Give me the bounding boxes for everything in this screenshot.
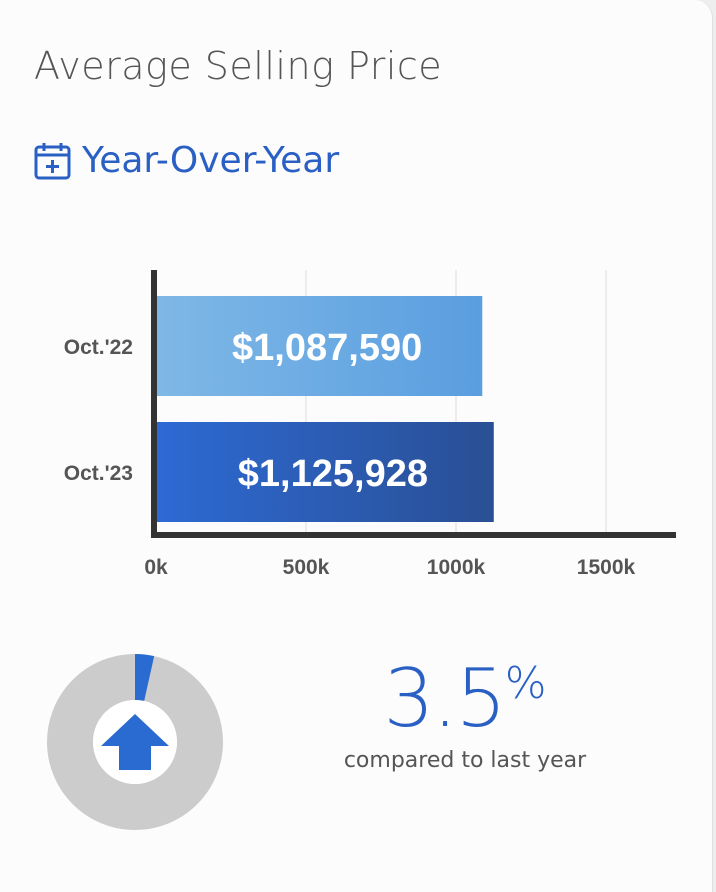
change-percent: 3.5% — [330, 652, 600, 745]
calendar-plus-icon — [34, 141, 72, 181]
donut-segment — [47, 654, 223, 830]
tick-label: 1000k — [427, 556, 486, 579]
period-heading: Year-Over-Year — [34, 140, 339, 181]
arrow-up-icon — [101, 714, 169, 770]
period-label: Year-Over-Year — [82, 140, 340, 181]
percent-sign: % — [504, 658, 547, 709]
category-label: Oct.'22 — [64, 336, 133, 359]
page-title: Average Selling Price — [34, 44, 443, 88]
tick-label: 1500k — [577, 556, 636, 579]
tick-label: 0k — [144, 556, 168, 579]
bar-value-label: $1,125,928 — [238, 453, 428, 495]
tick-label: 500k — [283, 556, 330, 579]
y-axis — [151, 270, 157, 538]
change-donut — [45, 652, 225, 837]
change-caption: compared to last year — [343, 748, 587, 773]
bar — [156, 422, 494, 522]
bar — [156, 296, 483, 396]
bar-value-label: $1,087,590 — [232, 327, 422, 369]
bar-chart: $1,087,590 Oct.'22 $1,125,928 Oct.'23 0k 500k… — [64, 270, 676, 579]
percent-value: 3.5 — [383, 652, 506, 745]
category-label: Oct.'23 — [64, 462, 133, 485]
x-axis — [151, 532, 676, 538]
